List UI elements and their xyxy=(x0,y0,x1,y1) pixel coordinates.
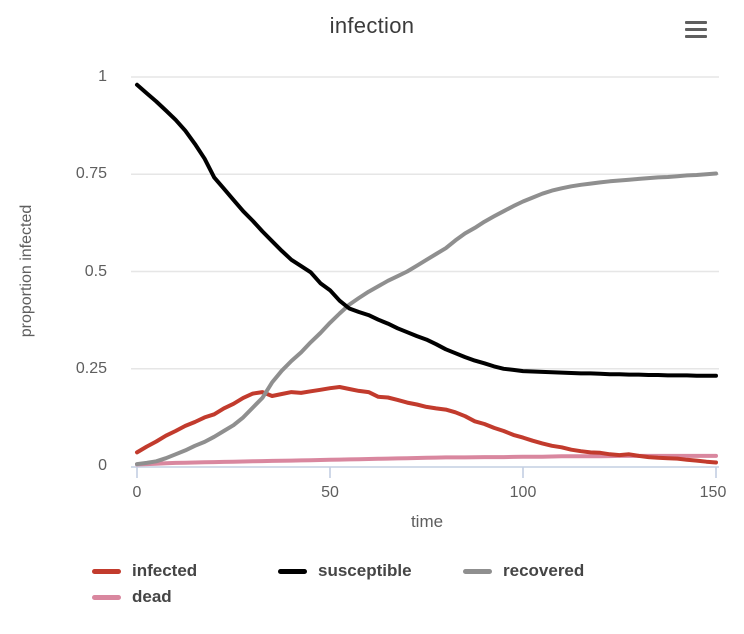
legend-swatch-infected xyxy=(92,568,121,574)
hamburger-menu-icon[interactable] xyxy=(685,21,707,38)
legend-swatch-susceptible xyxy=(278,568,307,574)
legend-swatch-dead xyxy=(92,594,121,600)
legend-label-dead: dead xyxy=(132,587,172,606)
hamburger-bar xyxy=(685,35,707,38)
legend-label-susceptible: susceptible xyxy=(318,561,412,580)
y-tick-label-0.75: 0.75 xyxy=(75,165,107,182)
hamburger-bar xyxy=(685,28,707,31)
x-axis-title: time xyxy=(410,512,444,531)
x-tick-label-0: 0 xyxy=(132,484,142,501)
y-tick-label-1: 1 xyxy=(98,68,107,85)
x-tick-label-100: 100 xyxy=(509,484,537,501)
legend-item-recovered: recovered xyxy=(463,561,584,581)
series-line-infected xyxy=(135,385,718,465)
hamburger-bar xyxy=(685,21,707,24)
legend-item-infected: infected xyxy=(92,561,197,581)
legend-item-dead: dead xyxy=(92,587,172,607)
series-line-dead xyxy=(135,453,718,467)
series-line-recovered xyxy=(135,171,718,467)
legend-item-susceptible: susceptible xyxy=(278,561,412,581)
y-tick-label-0: 0 xyxy=(98,457,107,474)
y-tick-label-0.5: 0.5 xyxy=(84,263,107,280)
chart-title: infection xyxy=(329,13,415,38)
y-tick-label-0.25: 0.25 xyxy=(75,360,107,377)
series-line-susceptible xyxy=(135,82,718,378)
x-tick-label-50: 50 xyxy=(321,484,339,501)
legend-label-recovered: recovered xyxy=(503,561,585,580)
y-axis-title: proportion infected xyxy=(18,204,35,338)
x-tick-label-150: 150 xyxy=(699,484,727,501)
legend-label-infected: infected xyxy=(132,561,198,580)
legend-swatch-recovered xyxy=(463,568,492,574)
